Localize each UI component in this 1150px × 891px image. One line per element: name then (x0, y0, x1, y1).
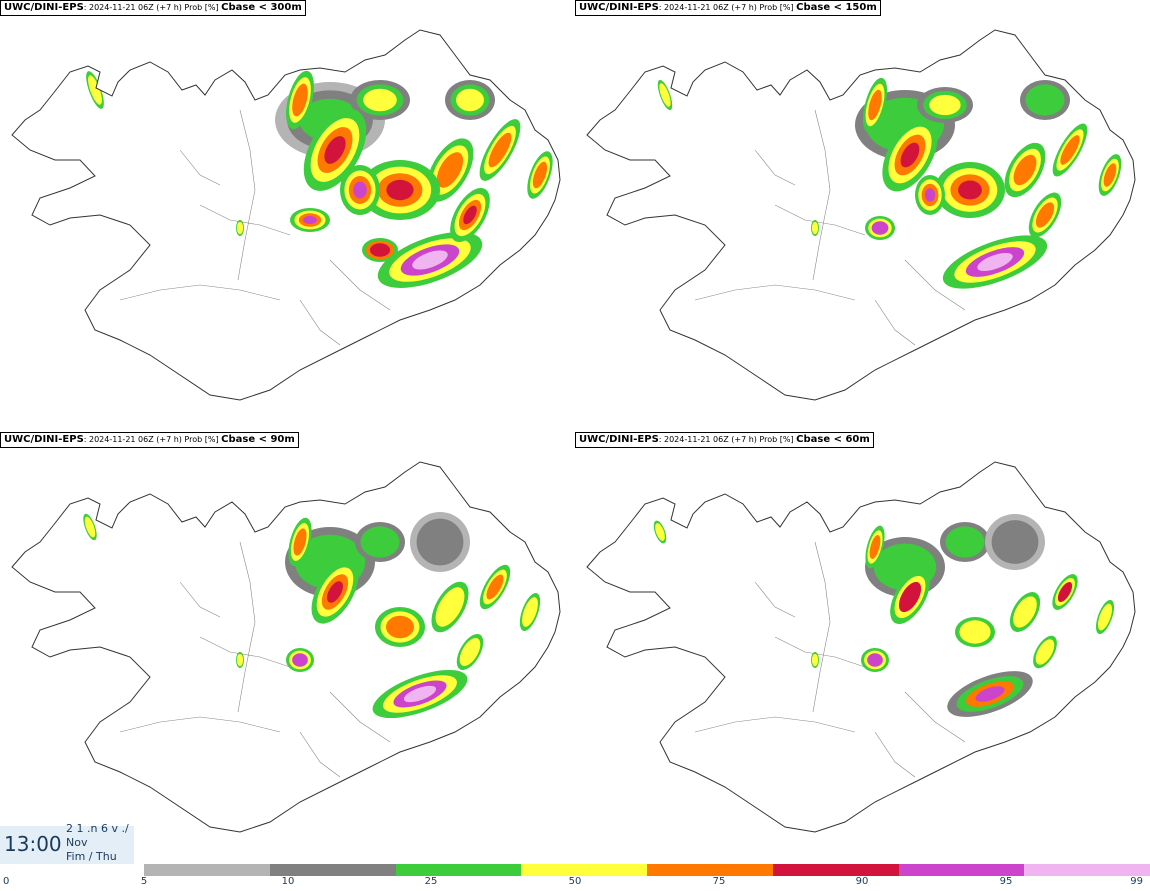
probability-field (86, 70, 553, 288)
inland-boundary (904, 691, 966, 743)
coastline (11, 461, 561, 833)
inland-boundary (199, 204, 291, 236)
iceland-map (11, 461, 561, 833)
coastline (11, 29, 561, 401)
colorbar-tick-label: 95 (999, 876, 1013, 887)
valid-weekday: Fim / Thu (66, 850, 117, 863)
inland-boundary (904, 259, 966, 311)
probability-field (653, 514, 1115, 717)
probability-field (83, 512, 541, 719)
inland-boundary (329, 691, 391, 743)
colorbar-tick-label: 75 (712, 876, 726, 887)
inland-boundary (694, 716, 856, 733)
inland-boundary (694, 284, 856, 301)
map-panel-cbase-90: UWC/DINI-EPS: 2024-11-21 06Z (+7 h) Prob… (0, 432, 575, 862)
inland-boundary (119, 716, 281, 733)
valid-time-box: 13:00 2 1 .n 6 v ./ Nov Fim / Thu (0, 822, 134, 864)
colorbar-segment (269, 864, 396, 876)
inland-boundary (812, 541, 831, 713)
colorbar-segment (772, 864, 899, 876)
inland-boundary (119, 284, 281, 301)
inland-boundary (179, 149, 221, 186)
inland-boundary (874, 299, 916, 346)
coastline (586, 461, 1136, 833)
colorbar-tick-label: 50 (568, 876, 582, 887)
colorbar-tick-label: 90 (855, 876, 869, 887)
inland-boundary (754, 149, 796, 186)
inland-boundary (237, 109, 256, 281)
colorbar-segment (1024, 864, 1150, 876)
colorbar-tick-label: 10 (281, 876, 295, 887)
coastline (586, 29, 1136, 401)
colorbar-segment (521, 864, 647, 876)
inland-boundary (299, 299, 341, 346)
valid-time: 13:00 (4, 832, 62, 856)
colorbar-segment (395, 864, 522, 876)
probability-field (657, 77, 1122, 289)
map-panel-cbase-150: UWC/DINI-EPS: 2024-11-21 06Z (+7 h) Prob… (575, 0, 1150, 430)
inland-boundary (812, 109, 831, 281)
inland-boundary (199, 636, 291, 668)
inland-boundary (874, 731, 916, 778)
inland-boundary (237, 541, 256, 713)
panel-title: UWC/DINI-EPS: 2024-11-21 06Z (+7 h) Prob… (575, 0, 881, 16)
inland-boundary (299, 731, 341, 778)
iceland-map (586, 29, 1136, 401)
colorbar-segment (898, 864, 1025, 876)
colorbar-tick-label: 25 (424, 876, 438, 887)
map-panel-cbase-60: UWC/DINI-EPS: 2024-11-21 06Z (+7 h) Prob… (575, 432, 1150, 862)
panel-title: UWC/DINI-EPS: 2024-11-21 06Z (+7 h) Prob… (0, 0, 306, 16)
valid-month: Nov (66, 836, 88, 849)
panel-title: UWC/DINI-EPS: 2024-11-21 06Z (+7 h) Prob… (0, 432, 299, 448)
colorbar-tick-label: 5 (140, 876, 148, 887)
valid-date-line1: 2 1 .n 6 v ./ (66, 822, 129, 835)
inland-boundary (329, 259, 391, 311)
iceland-map (586, 461, 1136, 833)
colorbar-tick-label: 99 (1130, 876, 1143, 887)
inland-boundary (774, 636, 866, 668)
iceland-map (11, 29, 561, 401)
colorbar-segment (144, 864, 270, 876)
colorbar-segment (647, 864, 773, 876)
probability-colorbar (144, 864, 1150, 876)
map-panel-cbase-300: UWC/DINI-EPS: 2024-11-21 06Z (+7 h) Prob… (0, 0, 575, 430)
colorbar-tick-label: 0 (3, 876, 10, 887)
inland-boundary (774, 204, 866, 236)
inland-boundary (754, 581, 796, 618)
inland-boundary (179, 581, 221, 618)
panel-title: UWC/DINI-EPS: 2024-11-21 06Z (+7 h) Prob… (575, 432, 874, 448)
